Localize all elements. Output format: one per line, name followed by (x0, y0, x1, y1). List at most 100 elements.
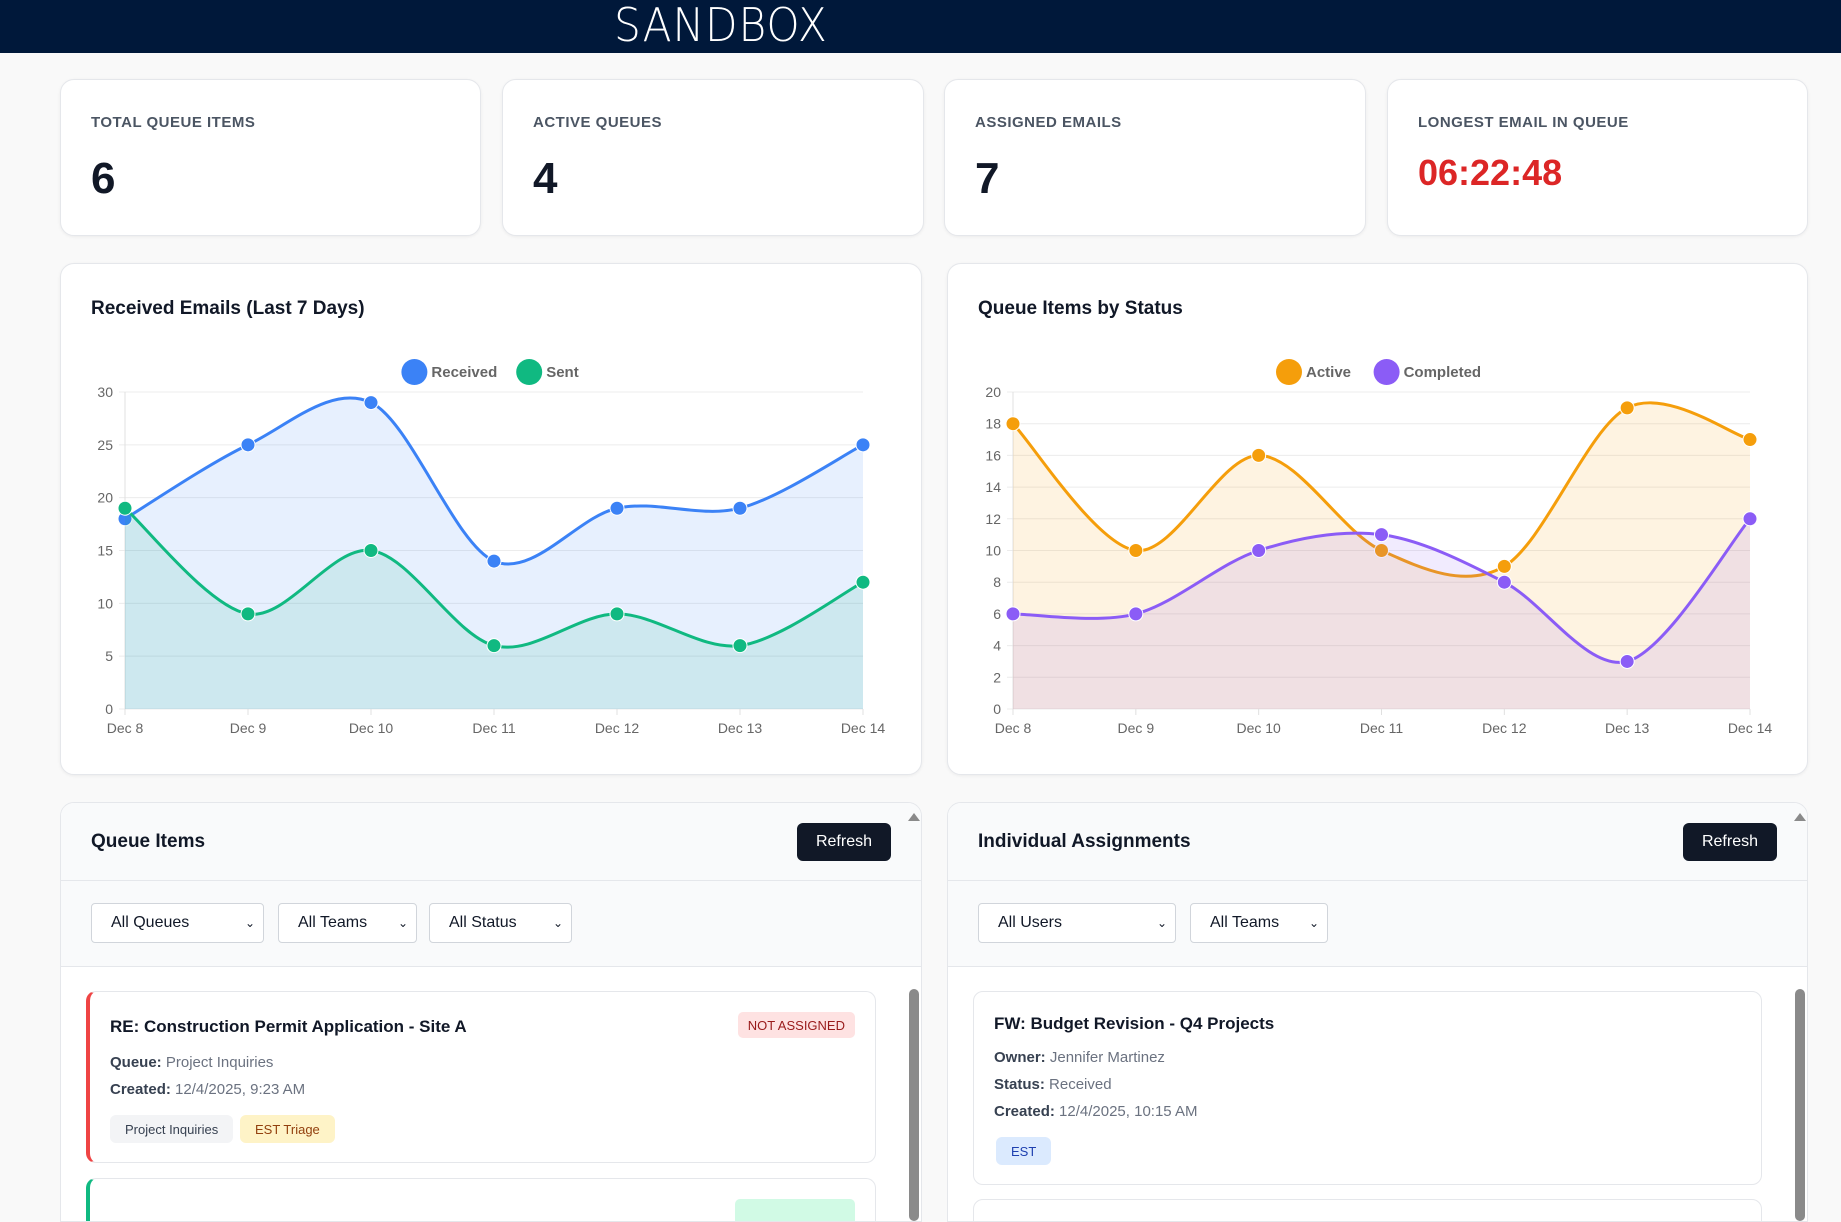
data-point (732, 500, 748, 516)
select-value: All Teams (1210, 914, 1280, 931)
queue-item-card[interactable]: RE: Construction Permit Application - Si… (86, 991, 876, 1163)
stat-label: LONGEST EMAIL IN QUEUE (1418, 114, 1629, 131)
scroll-up-icon[interactable] (908, 813, 920, 821)
data-point (486, 553, 502, 569)
data-point (1128, 606, 1144, 622)
field-label: Created: (110, 1081, 171, 1098)
queue-status-chart-card: Queue Items by Status 0 2 4 6 8 10 12 14 16 18 20 D… (947, 263, 1808, 775)
scroll-up-icon[interactable] (1794, 813, 1806, 821)
scrollbar[interactable] (1795, 989, 1805, 1221)
legend-swatch (516, 359, 543, 385)
stat-longest-email: LONGEST EMAIL IN QUEUE 06:22:48 (1387, 79, 1808, 236)
y-tick-label: 15 (97, 543, 113, 559)
data-point (1374, 543, 1389, 558)
refresh-assignments-button[interactable]: Refresh (1682, 823, 1777, 861)
stat-value: 4 (533, 154, 558, 203)
data-point (609, 500, 625, 516)
x-tick-label: Dec 8 (995, 720, 1032, 736)
x-tick-label: Dec 10 (1236, 720, 1281, 736)
legend-swatch (1276, 359, 1302, 385)
data-point (240, 606, 256, 622)
data-point (1619, 653, 1635, 669)
x-tick-label: Dec 8 (107, 720, 144, 736)
data-point (1742, 511, 1758, 527)
assignment-card[interactable] (973, 1199, 1762, 1221)
select-value: All Teams (298, 914, 368, 931)
panel-title: Individual Assignments (978, 831, 1191, 852)
stat-value: 7 (975, 154, 1000, 203)
y-tick-label: 20 (97, 490, 113, 506)
app-header: SANDBOX (0, 0, 1841, 53)
legend-swatch (401, 359, 428, 385)
team-filter-select[interactable]: All Teams ⌄ (1190, 903, 1328, 943)
legend-label: Active (1306, 364, 1351, 381)
stat-value: 06:22:48 (1418, 152, 1563, 193)
y-tick-label: 16 (985, 447, 1001, 463)
data-point (1005, 416, 1021, 432)
x-tick-label: Dec 13 (718, 720, 763, 736)
status-filter-select[interactable]: All Status ⌄ (429, 903, 572, 943)
team-filter-select[interactable]: All Teams ⌄ (278, 903, 417, 943)
scrollbar[interactable] (909, 989, 919, 1221)
x-tick-label: Dec 10 (349, 720, 394, 736)
queue-item-card[interactable] (86, 1178, 876, 1221)
chart-title: Queue Items by Status (978, 298, 1183, 319)
assignment-card[interactable]: FW: Budget Revision - Q4 Projects Owner:… (973, 991, 1762, 1185)
queue-status-chart: 0 2 4 6 8 10 12 14 16 18 20 Dec 8 Dec 9 Dec 10 Dec 11 D… (985, 359, 1772, 736)
x-tick-label: Dec 11 (472, 720, 516, 736)
stat-label: ASSIGNED EMAILS (975, 114, 1122, 131)
team-tag: EST Triage (240, 1115, 335, 1143)
received-emails-chart: 0 5 10 15 20 25 30 Dec 8 Dec 9 Dec 10 Dec 11 Dec 12… (97, 359, 886, 736)
legend-swatch (1373, 359, 1400, 385)
x-tick-label: Dec 9 (230, 720, 267, 736)
data-point (486, 638, 502, 654)
y-tick-label: 6 (993, 606, 1001, 622)
y-tick-label: 30 (97, 384, 113, 400)
queue-items-panel: Queue Items Refresh All Queues ⌄ All Teams… (60, 802, 922, 1222)
stat-label: ACTIVE QUEUES (533, 114, 663, 131)
x-tick-label: Dec 12 (595, 720, 640, 736)
user-filter-select[interactable]: All Users ⌄ (978, 903, 1176, 943)
y-tick-label: 2 (993, 669, 1001, 685)
created-value: 12/4/2025, 10:15 AM (1059, 1103, 1198, 1120)
data-point (732, 638, 748, 654)
y-tick-label: 18 (985, 416, 1001, 432)
chevron-down-icon: ⌄ (244, 916, 255, 930)
y-tick-label: 10 (97, 595, 113, 611)
chart-title: Received Emails (Last 7 Days) (91, 298, 365, 319)
y-tick-label: 0 (105, 701, 113, 717)
x-tick-label: Dec 12 (1482, 720, 1527, 736)
data-point (855, 574, 871, 590)
series-area (125, 508, 863, 709)
field-label: Owner: (994, 1049, 1046, 1066)
field-label: Status: (994, 1076, 1045, 1093)
panel-title: Queue Items (91, 831, 206, 852)
y-tick-label: 10 (985, 543, 1001, 559)
y-tick-label: 12 (985, 511, 1001, 527)
legend-label: Sent (546, 364, 579, 381)
select-value: All Status (449, 914, 517, 931)
y-tick-label: 8 (993, 574, 1001, 590)
stat-label: TOTAL QUEUE ITEMS (91, 114, 256, 131)
refresh-queue-button[interactable]: Refresh (796, 823, 891, 861)
stat-assigned-emails: ASSIGNED EMAILS 7 (944, 79, 1366, 236)
y-tick-label: 14 (985, 479, 1001, 495)
y-tick-label: 5 (105, 648, 113, 664)
stat-total-queue-items: TOTAL QUEUE ITEMS 6 (60, 79, 481, 236)
x-tick-label: Dec 13 (1605, 720, 1650, 736)
data-point (609, 606, 625, 622)
stat-active-queues: ACTIVE QUEUES 4 (502, 79, 924, 236)
x-tick-label: Dec 11 (1360, 720, 1404, 736)
queue-tag: Project Inquiries (110, 1115, 234, 1143)
x-tick-label: Dec 14 (841, 720, 886, 736)
queue-filter-select[interactable]: All Queues ⌄ (91, 903, 264, 943)
item-title: FW: Budget Revision - Q4 Projects (994, 1014, 1275, 1033)
data-point (363, 543, 379, 558)
created-value: 12/4/2025, 9:23 AM (175, 1081, 306, 1098)
field-label: Queue: (110, 1054, 162, 1071)
x-tick-label: Dec 9 (1118, 720, 1155, 736)
data-point (1742, 432, 1758, 448)
legend-label: Received (431, 364, 497, 381)
data-point (1619, 400, 1635, 416)
data-point (1128, 543, 1144, 558)
